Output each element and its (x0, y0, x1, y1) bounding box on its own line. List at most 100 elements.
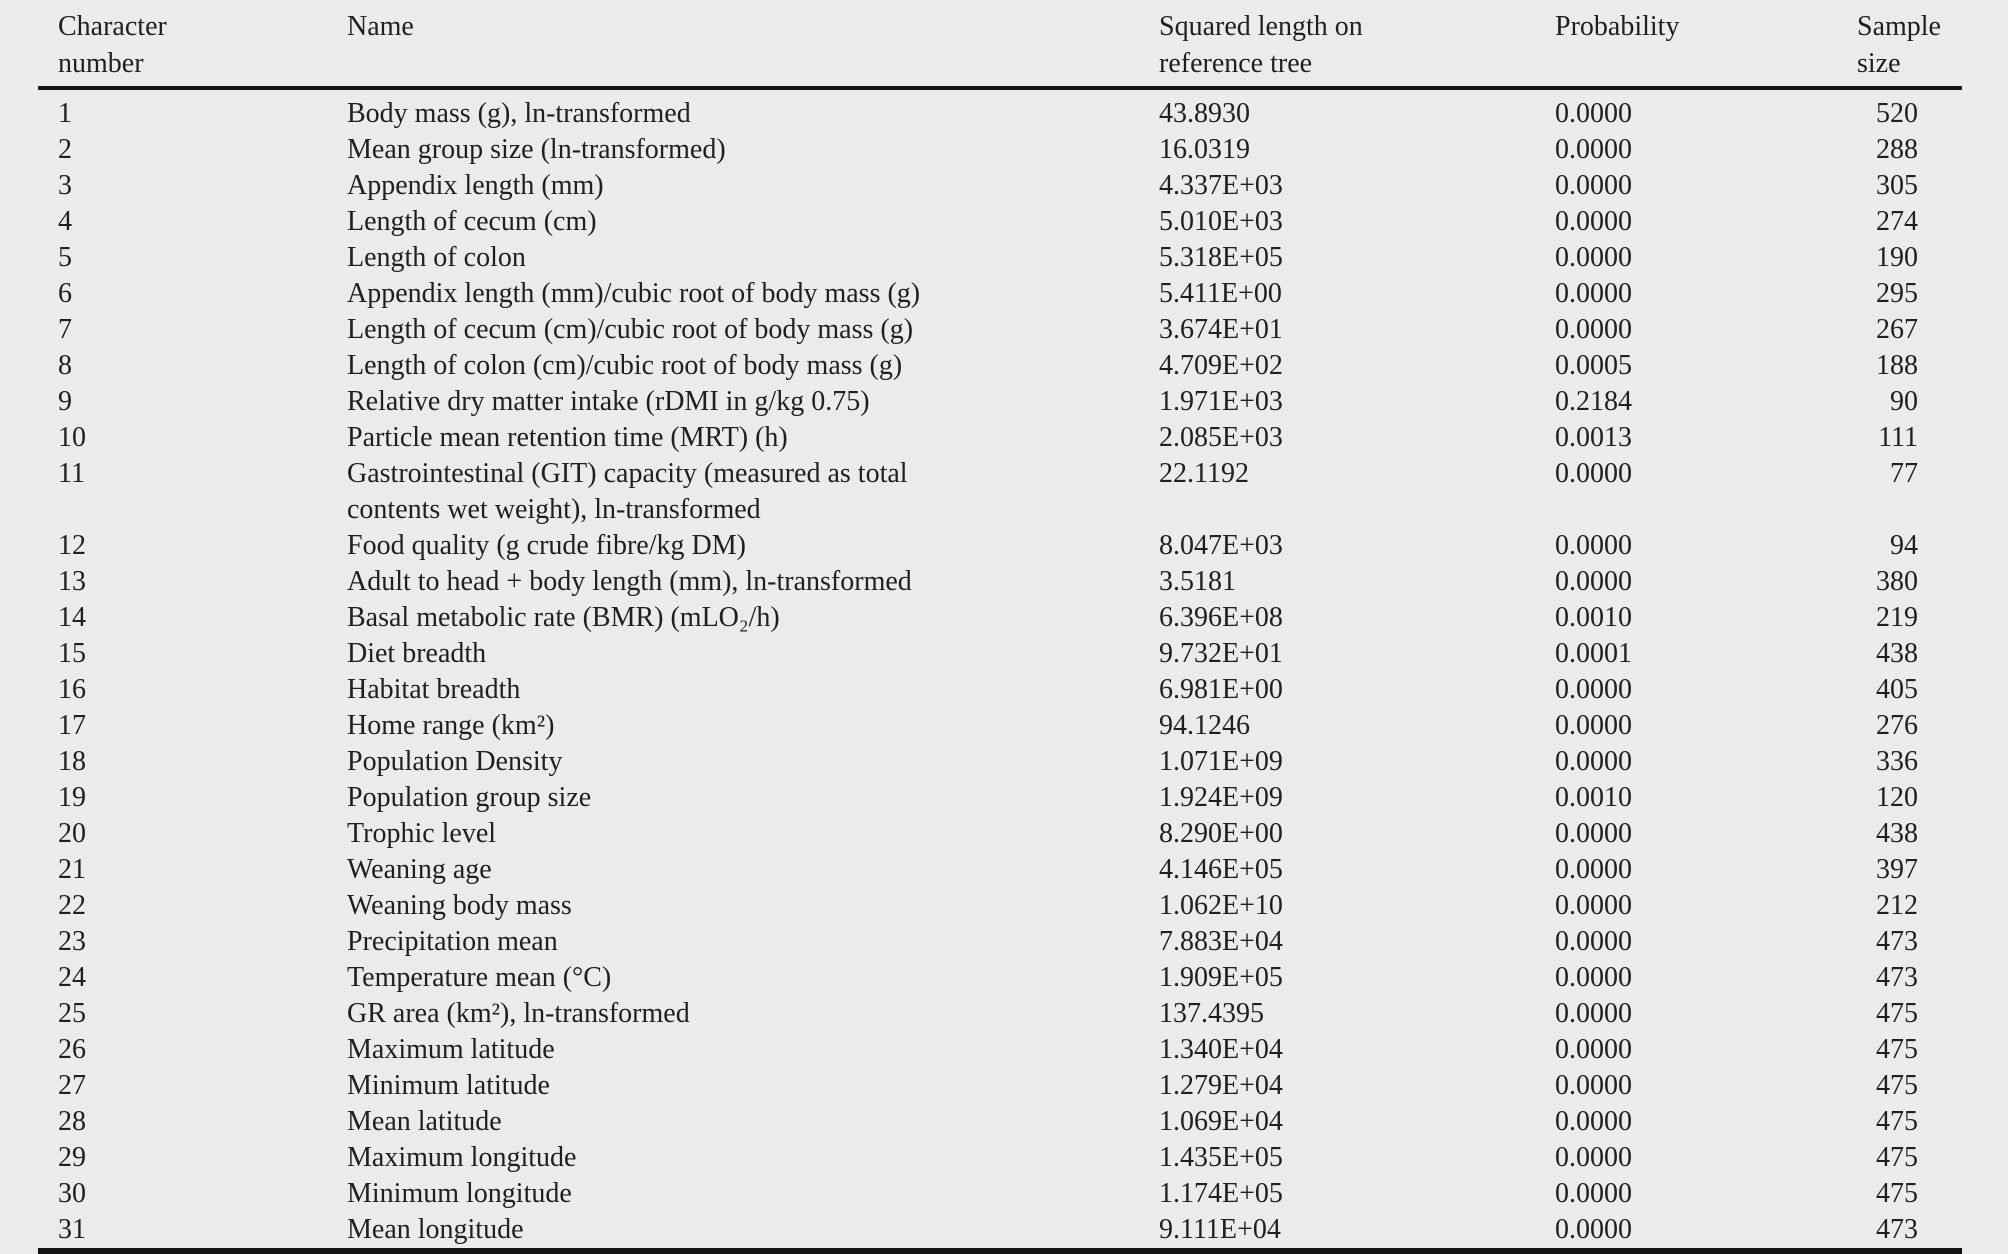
cell-probability: 0.0000 (1555, 314, 1632, 345)
table-row: 14 Basal metabolic rate (BMR) (mLO₂/h) 6… (38, 600, 1962, 636)
cell-sample-size: 219 (1876, 602, 1918, 633)
cell-sample-size: 111 (1878, 422, 1918, 453)
cell-name: Maximum longitude (347, 1142, 577, 1173)
cell-name: Minimum latitude (347, 1070, 550, 1101)
table-row: 10 Particle mean retention time (MRT) (h… (38, 420, 1962, 456)
table-row: 24 Temperature mean (°C) 1.909E+05 0.000… (38, 960, 1962, 996)
cell-name: Precipitation mean (347, 926, 558, 957)
table-row: 5 Length of colon 5.318E+05 0.0000 190 (38, 240, 1962, 276)
table-header-row: Character number Name Squared length on … (38, 0, 1962, 90)
cell-character-number: 20 (58, 818, 86, 849)
cell-probability: 0.0013 (1555, 422, 1632, 453)
cell-squared-length: 5.318E+05 (1159, 242, 1283, 273)
cell-name: Basal metabolic rate (BMR) (mLO₂/h) (347, 602, 780, 633)
cell-character-number: 18 (58, 746, 86, 777)
cell-squared-length: 1.909E+05 (1159, 962, 1283, 993)
table-row: 17 Home range (km²) 94.1246 0.0000 276 (38, 708, 1962, 744)
cell-squared-length: 94.1246 (1159, 710, 1250, 741)
cell-squared-length: 4.337E+03 (1159, 170, 1283, 201)
cell-probability: 0.0000 (1555, 134, 1632, 165)
cell-character-number: 26 (58, 1034, 86, 1065)
cell-squared-length: 9.111E+04 (1159, 1214, 1281, 1245)
cell-squared-length: 16.0319 (1159, 134, 1250, 165)
cell-squared-length: 7.883E+04 (1159, 926, 1283, 957)
cell-sample-size: 274 (1876, 206, 1918, 237)
header-cell-squared-length: Squared length on reference tree (1159, 11, 1363, 79)
table-row: 9 Relative dry matter intake (rDMI in g/… (38, 384, 1962, 420)
table-row: 30 Minimum longitude 1.174E+05 0.0000 47… (38, 1176, 1962, 1212)
cell-name: Weaning body mass (347, 890, 572, 921)
table-row: 15 Diet breadth 9.732E+01 0.0001 438 (38, 636, 1962, 672)
cell-sample-size: 267 (1876, 314, 1918, 345)
table-row: 28 Mean latitude 1.069E+04 0.0000 475 (38, 1104, 1962, 1140)
table-row: 3 Appendix length (mm) 4.337E+03 0.0000 … (38, 168, 1962, 204)
cell-name: Diet breadth (347, 638, 487, 669)
cell-sample-size: 90 (1890, 386, 1918, 417)
cell-sample-size: 405 (1876, 674, 1918, 705)
cell-squared-length: 22.1192 (1159, 458, 1249, 489)
cell-probability: 0.0000 (1555, 1214, 1632, 1245)
cell-character-number: 9 (58, 386, 72, 417)
cell-probability: 0.0000 (1555, 566, 1632, 597)
cell-sample-size: 475 (1876, 1070, 1918, 1101)
table-row: 6 Appendix length (mm)/cubic root of bod… (38, 276, 1962, 312)
cell-squared-length: 3.5181 (1159, 566, 1236, 597)
cell-squared-length: 1.435E+05 (1159, 1142, 1283, 1173)
cell-name: Appendix length (mm)/cubic root of body … (347, 278, 921, 309)
cell-squared-length: 6.396E+08 (1159, 602, 1283, 633)
cell-name: Particle mean retention time (MRT) (h) (347, 422, 788, 453)
cell-sample-size: 380 (1876, 566, 1918, 597)
cell-character-number: 17 (58, 710, 86, 741)
cell-squared-length: 1.069E+04 (1159, 1106, 1283, 1137)
cell-squared-length: 137.4395 (1159, 998, 1264, 1029)
cell-sample-size: 212 (1876, 890, 1918, 921)
table-row: 27 Minimum latitude 1.279E+04 0.0000 475 (38, 1068, 1962, 1104)
characters-table: Character number Name Squared length on … (38, 0, 1962, 1254)
cell-squared-length: 9.732E+01 (1159, 638, 1283, 669)
cell-squared-length: 2.085E+03 (1159, 422, 1283, 453)
cell-squared-length: 1.071E+09 (1159, 746, 1283, 777)
cell-probability: 0.0000 (1555, 890, 1632, 921)
cell-squared-length: 8.290E+00 (1159, 818, 1283, 849)
cell-character-number: 4 (58, 206, 72, 237)
cell-squared-length: 1.971E+03 (1159, 386, 1283, 417)
cell-squared-length: 4.146E+05 (1159, 854, 1283, 885)
cell-character-number: 16 (58, 674, 86, 705)
cell-character-number: 8 (58, 350, 72, 381)
cell-probability: 0.0000 (1555, 1178, 1632, 1209)
cell-sample-size: 475 (1876, 1034, 1918, 1065)
cell-name: Population Density (347, 746, 563, 777)
cell-sample-size: 305 (1876, 170, 1918, 201)
cell-sample-size: 94 (1890, 530, 1918, 561)
cell-sample-size: 438 (1876, 818, 1918, 849)
cell-sample-size: 473 (1876, 1214, 1918, 1245)
table-row: 19 Population group size 1.924E+09 0.001… (38, 780, 1962, 816)
cell-character-number: 23 (58, 926, 86, 957)
table-row: 7 Length of cecum (cm)/cubic root of bod… (38, 312, 1962, 348)
cell-name: Adult to head + body length (mm), ln-tra… (347, 566, 912, 597)
cell-character-number: 11 (58, 458, 85, 489)
cell-name: Length of cecum (cm) (347, 206, 597, 237)
cell-character-number: 30 (58, 1178, 86, 1209)
cell-character-number: 29 (58, 1142, 86, 1173)
cell-sample-size: 188 (1876, 350, 1918, 381)
cell-sample-size: 438 (1876, 638, 1918, 669)
cell-name: Home range (km²) (347, 710, 555, 741)
cell-character-number: 27 (58, 1070, 86, 1101)
cell-sample-size: 475 (1876, 1142, 1918, 1173)
header-cell-name: Name (347, 11, 414, 42)
cell-character-number: 5 (58, 242, 72, 273)
cell-sample-size: 276 (1876, 710, 1918, 741)
cell-sample-size: 473 (1876, 962, 1918, 993)
table-row: 21 Weaning age 4.146E+05 0.0000 397 (38, 852, 1962, 888)
cell-probability: 0.0010 (1555, 782, 1632, 813)
cell-character-number: 7 (58, 314, 72, 345)
cell-probability: 0.0000 (1555, 170, 1632, 201)
header-cell-character-number: Character number (58, 11, 167, 79)
cell-probability: 0.0000 (1555, 530, 1632, 561)
cell-character-number: 6 (58, 278, 72, 309)
cell-character-number: 19 (58, 782, 86, 813)
cell-character-number: 2 (58, 134, 72, 165)
cell-name: Mean group size (ln-transformed) (347, 134, 726, 165)
cell-name: Mean longitude (347, 1214, 524, 1245)
